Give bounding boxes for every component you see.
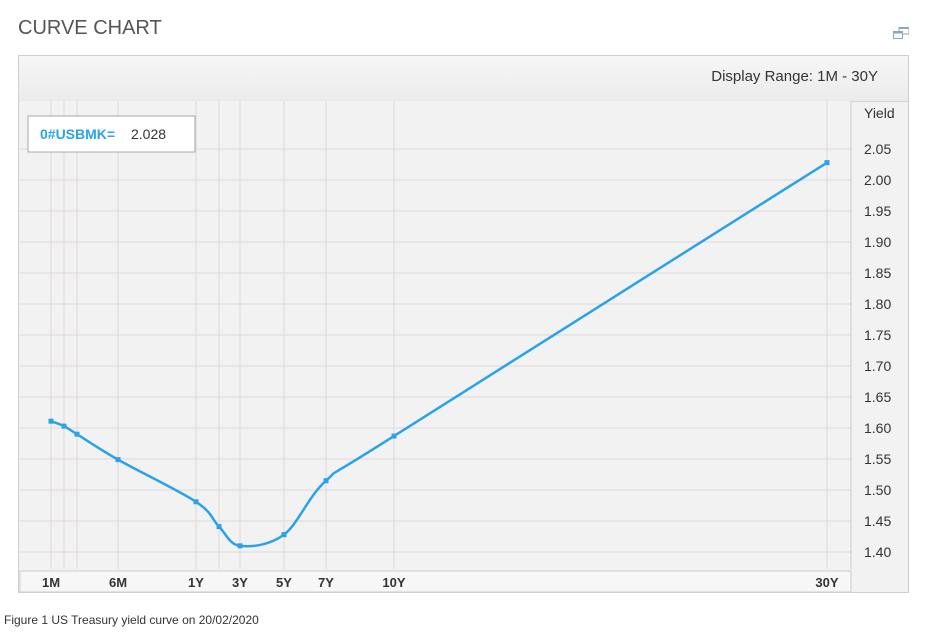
y-tick-label: 1.55 bbox=[864, 451, 891, 467]
data-point bbox=[824, 160, 830, 166]
y-tick-label: 1.90 bbox=[864, 234, 891, 250]
legend-value: 2.028 bbox=[131, 126, 166, 142]
y-tick-label: 1.75 bbox=[864, 327, 891, 343]
x-tick-label: 1M bbox=[42, 575, 60, 590]
data-point bbox=[216, 524, 222, 530]
y-tick-label: 1.45 bbox=[864, 513, 891, 529]
x-tick-label: 1Y bbox=[188, 575, 204, 590]
data-point bbox=[237, 543, 243, 549]
data-point bbox=[323, 478, 329, 484]
data-point bbox=[281, 532, 287, 538]
x-tick-label: 3Y bbox=[232, 575, 248, 590]
x-tick-label: 7Y bbox=[318, 575, 334, 590]
legend-box bbox=[27, 115, 196, 153]
y-axis-title: Yield bbox=[864, 105, 895, 121]
data-point bbox=[193, 499, 199, 505]
data-point bbox=[74, 431, 80, 437]
data-point bbox=[115, 457, 121, 463]
y-tick-label: 1.95 bbox=[864, 203, 891, 219]
data-point bbox=[391, 433, 397, 439]
y-tick-label: 1.70 bbox=[864, 358, 891, 374]
y-tick-label: 1.65 bbox=[864, 389, 891, 405]
x-tick-label: 5Y bbox=[276, 575, 292, 590]
y-tick-label: 2.05 bbox=[864, 141, 891, 157]
popout-window-icon[interactable] bbox=[893, 27, 909, 39]
x-tick-label: 30Y bbox=[815, 575, 838, 590]
x-tick-label: 10Y bbox=[382, 575, 405, 590]
y-tick-label: 1.60 bbox=[864, 420, 891, 436]
x-axis-band bbox=[19, 570, 852, 593]
figure-caption: Figure 1 US Treasury yield curve on 20/0… bbox=[4, 613, 259, 627]
y-tick-label: 1.80 bbox=[864, 296, 891, 312]
data-point bbox=[61, 423, 67, 429]
y-tick-label: 2.00 bbox=[864, 172, 891, 188]
display-range-selector[interactable]: Display Range: 1M - 30Y bbox=[711, 68, 878, 85]
legend-instrument: 0#USBMK= bbox=[40, 126, 115, 142]
yield-curve-chart: Yield 1.40 1.45 1.50 1.55 1.60 1.65 1.70 1.75 1.8… bbox=[19, 101, 895, 593]
y-tick-label: 1.85 bbox=[864, 265, 891, 281]
page-title: CURVE CHART bbox=[18, 17, 162, 39]
x-tick-label: 6M bbox=[109, 575, 127, 590]
y-tick-label: 1.50 bbox=[864, 482, 891, 498]
data-point bbox=[48, 418, 54, 424]
y-tick-label: 1.40 bbox=[864, 544, 891, 560]
